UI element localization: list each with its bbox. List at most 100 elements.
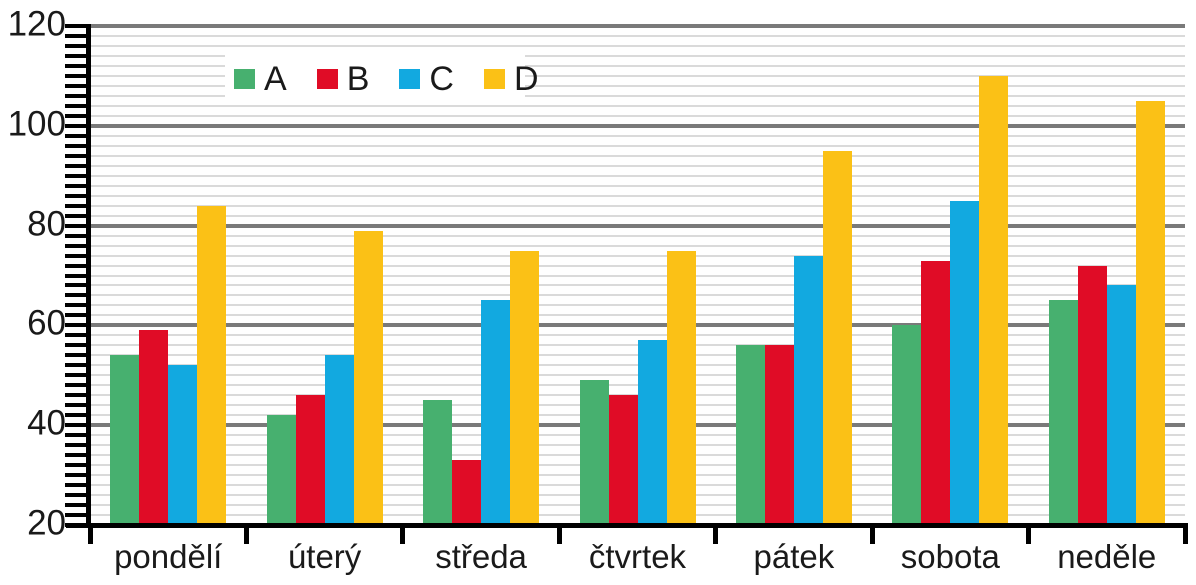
y-tick-label: 80 — [27, 203, 66, 243]
bar-a-čtvrtek — [579, 380, 609, 525]
bar-a-neděle — [1048, 300, 1078, 525]
gridline-minor — [90, 164, 1185, 167]
bar-c-sobota — [950, 200, 980, 525]
plot-area — [90, 24, 1185, 525]
legend-item-c: C — [399, 62, 454, 96]
y-axis-tick — [65, 43, 88, 48]
x-category-label: pondělí — [114, 538, 223, 575]
gridline-minor — [90, 234, 1185, 237]
bar-a-pondělí — [110, 355, 140, 525]
gridline-major — [90, 323, 1185, 328]
bar-b-pátek — [764, 345, 794, 525]
bar-b-sobota — [921, 260, 951, 525]
y-axis-tick — [65, 443, 88, 448]
bar-a-úterý — [266, 415, 296, 525]
y-axis-tick — [65, 463, 88, 468]
legend-swatch-b-icon — [316, 68, 338, 89]
bar-b-pondělí — [139, 330, 169, 525]
bar-d-středa — [510, 250, 540, 525]
y-axis-tick — [65, 333, 88, 338]
gridline-minor — [90, 304, 1185, 307]
bar-d-úterý — [353, 230, 383, 525]
y-axis-tick — [65, 223, 88, 228]
gridline-minor — [90, 34, 1185, 37]
y-axis-tick — [65, 183, 88, 188]
bar-d-neděle — [1135, 100, 1165, 525]
gridline-minor — [90, 154, 1185, 157]
y-axis-tick — [65, 263, 88, 268]
y-axis-tick — [65, 173, 88, 178]
y-tick-label: 20 — [27, 503, 66, 543]
x-category-label: středa — [435, 538, 527, 575]
bar-c-čtvrtek — [637, 340, 667, 525]
bar-b-úterý — [295, 395, 325, 525]
bar-d-čtvrtek — [666, 250, 696, 525]
y-axis-tick — [65, 283, 88, 288]
x-axis-tick — [1026, 524, 1032, 544]
gridline-minor — [90, 64, 1185, 67]
y-axis-tick — [65, 523, 88, 527]
gridline-minor — [90, 314, 1185, 317]
y-tick-label: 100 — [7, 104, 66, 144]
y-tick-label: 60 — [27, 303, 66, 343]
legend-item-b: B — [316, 59, 370, 98]
legend: A B C D — [225, 55, 539, 102]
y-axis-tick — [65, 143, 88, 148]
bar-c-úterý — [324, 355, 354, 525]
gridline-minor — [90, 114, 1185, 117]
legend-swatch-c-icon — [399, 68, 421, 89]
gridline-minor — [90, 74, 1185, 77]
y-axis-tick — [65, 113, 88, 118]
y-axis-tick — [65, 93, 88, 98]
gridline-minor — [90, 194, 1185, 197]
y-axis-tick — [65, 133, 88, 138]
y-axis-tick — [65, 73, 88, 78]
gridline-minor — [90, 144, 1185, 147]
x-axis-tick — [243, 524, 249, 544]
y-axis-tick — [65, 63, 88, 68]
x-axis-tick — [713, 524, 719, 544]
gridline-minor — [90, 54, 1185, 57]
y-axis-tick — [65, 163, 88, 168]
legend-label-b: B — [346, 59, 370, 98]
gridline-minor — [90, 284, 1185, 287]
bar-c-pondělí — [168, 365, 198, 525]
bar-c-neděle — [1106, 285, 1136, 525]
gridline-minor — [90, 44, 1185, 47]
bar-b-čtvrtek — [608, 395, 638, 525]
gridline-minor — [90, 174, 1185, 177]
y-axis-tick — [65, 473, 88, 478]
bar-d-sobota — [979, 75, 1009, 525]
y-axis-tick — [65, 353, 88, 358]
bar-b-středa — [452, 460, 482, 525]
y-axis-tick — [65, 393, 88, 398]
y-axis-tick — [65, 233, 88, 238]
legend-label-a: A — [264, 59, 287, 98]
y-tick-label: 120 — [7, 4, 66, 44]
y-axis-tick — [65, 383, 88, 388]
bar-c-středa — [481, 300, 511, 525]
legend-item-a: A — [234, 62, 287, 96]
y-axis-tick — [65, 363, 88, 368]
y-axis-tick — [65, 53, 88, 58]
y-axis-tick — [65, 123, 88, 128]
y-axis-tick — [65, 213, 88, 218]
y-axis-tick — [65, 243, 88, 248]
x-axis-tick — [87, 524, 93, 544]
y-axis-tick — [65, 253, 88, 258]
y-axis-tick — [65, 313, 88, 318]
y-axis-tick — [65, 403, 88, 408]
x-category-label: pátek — [753, 538, 835, 575]
y-axis-tick — [65, 83, 88, 88]
y-axis-line — [86, 24, 91, 528]
gridline-minor — [90, 84, 1185, 87]
legend-label-d: D — [513, 59, 539, 98]
legend-label-c: C — [429, 59, 454, 98]
gridline-major — [90, 123, 1185, 128]
x-axis-tick — [1182, 524, 1188, 544]
gridline-minor — [90, 254, 1185, 257]
y-axis-tick — [65, 273, 88, 278]
gridline-minor — [90, 334, 1185, 337]
bar-a-středa — [423, 400, 453, 525]
gridline-minor — [90, 274, 1185, 277]
